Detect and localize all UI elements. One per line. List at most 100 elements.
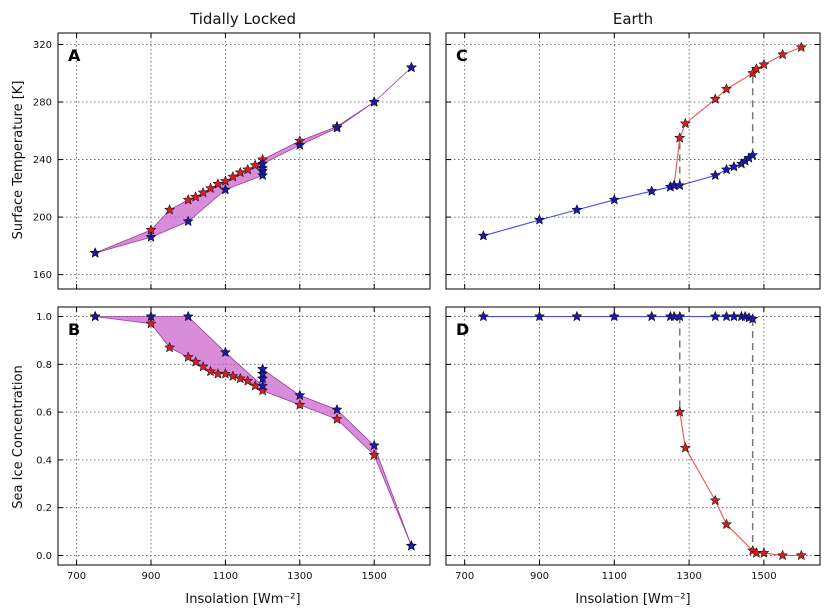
column-title-tidally-locked: Tidally Locked: [189, 10, 296, 28]
marker-cold: [182, 215, 194, 227]
marker-warm: [204, 182, 217, 194]
marker-warm: [777, 549, 789, 561]
marker-warm: [758, 547, 770, 558]
marker-warm: [164, 204, 176, 215]
marker-warm: [219, 175, 231, 186]
marker-warm: [750, 63, 763, 74]
shaded-band: [95, 316, 412, 547]
marker-cold: [145, 231, 157, 242]
shaded-band: [95, 67, 412, 254]
marker-warm: [219, 368, 231, 379]
marker-warm: [795, 549, 807, 561]
panel-letter: D: [456, 320, 469, 339]
panel-letter: B: [68, 320, 80, 339]
y-tick-label: 0.4: [36, 455, 52, 466]
marker-warm: [777, 48, 789, 60]
panel-B: 0.0 0.2 0.4 0.6 0.8 1.0 700 900 1100 1300 1500 B: [36, 306, 431, 582]
panel-letter: C: [456, 46, 468, 65]
plot-frame: [57, 306, 431, 566]
marker-cold: [145, 310, 157, 322]
marker-warm: [720, 83, 733, 94]
marker-cold: [89, 310, 101, 322]
marker-warm: [234, 372, 246, 384]
marker-cold: [728, 160, 740, 172]
panel-letter: A: [68, 46, 81, 65]
marker-warm: [227, 370, 239, 382]
marker-cold: [709, 310, 721, 322]
marker-cold: [747, 149, 759, 160]
marker-warm: [145, 317, 157, 329]
marker-warm: [747, 67, 759, 79]
marker-cold: [331, 403, 343, 415]
marker-cold: [257, 363, 269, 374]
marker-warm: [709, 93, 721, 104]
marker-warm: [164, 341, 176, 353]
marker-warm: [242, 375, 254, 386]
marker-cold: [571, 204, 583, 215]
marker-warm: [331, 413, 343, 425]
marker-cold: [257, 162, 269, 173]
x-tick-label: 1300: [287, 571, 312, 582]
plot-frame: [445, 306, 821, 566]
marker-warm: [190, 191, 202, 202]
marker-warm: [758, 58, 770, 70]
marker-warm: [720, 518, 733, 530]
marker-cold: [709, 169, 721, 181]
marker-warm: [182, 193, 194, 205]
marker-cold: [747, 313, 759, 324]
marker-warm: [674, 132, 686, 143]
series-line-warm: [679, 412, 802, 556]
marker-cold: [294, 139, 306, 150]
y-tick-label: 240: [33, 155, 52, 166]
marker-cold: [477, 310, 489, 322]
marker-cold: [405, 61, 417, 73]
marker-cold: [182, 310, 194, 322]
xlabel-left: Insolation [Wm⁻²]: [185, 592, 300, 607]
marker-warm: [197, 186, 209, 198]
marker-cold: [294, 389, 306, 401]
panel-A: 160 200 240 280 320 A: [33, 32, 431, 290]
panel-C: C: [445, 32, 821, 290]
marker-warm: [674, 406, 686, 417]
plot-frame: [57, 32, 431, 290]
marker-cold: [533, 310, 546, 322]
marker-cold: [257, 158, 269, 169]
marker-cold: [219, 346, 231, 358]
series-line-cold: [483, 154, 754, 237]
y-tick-label: 280: [33, 98, 52, 109]
marker-cold: [405, 540, 417, 551]
marker-cold: [368, 96, 380, 107]
marker-warm: [182, 351, 194, 362]
x-tick-label: 900: [141, 571, 160, 582]
x-tick-label: 1300: [676, 571, 701, 582]
marker-warm: [795, 41, 807, 53]
marker-cold: [533, 214, 546, 225]
x-tick-label: 1100: [602, 571, 627, 582]
x-tick-label: 1500: [751, 571, 776, 582]
marker-warm: [368, 449, 380, 460]
x-tick-label: 900: [530, 571, 549, 582]
ylabel-temperature: Surface Temperature [K]: [11, 81, 26, 240]
marker-warm: [257, 384, 269, 396]
marker-warm: [242, 163, 254, 175]
marker-cold: [674, 310, 686, 322]
marker-cold: [646, 185, 658, 196]
y-tick-label: 200: [33, 213, 52, 224]
marker-cold: [257, 379, 269, 391]
x-tick-label: 1100: [213, 571, 238, 582]
marker-warm: [227, 170, 239, 182]
y-tick-label: 0.8: [36, 360, 52, 371]
y-tick-label: 0.0: [36, 551, 52, 562]
y-tick-label: 0.6: [36, 408, 52, 419]
y-tick-label: 160: [33, 270, 52, 281]
marker-cold: [257, 368, 269, 379]
marker-warm: [709, 494, 721, 506]
panel-D: 700 900 1100 1300 1500 D: [445, 306, 821, 582]
y-tick-label: 320: [33, 40, 52, 51]
x-tick-label: 1500: [361, 571, 386, 582]
ylabel-sea-ice: Sea Ice Concentration: [11, 365, 26, 508]
marker-cold: [219, 183, 231, 195]
marker-warm: [204, 365, 217, 377]
marker-cold: [257, 372, 269, 384]
